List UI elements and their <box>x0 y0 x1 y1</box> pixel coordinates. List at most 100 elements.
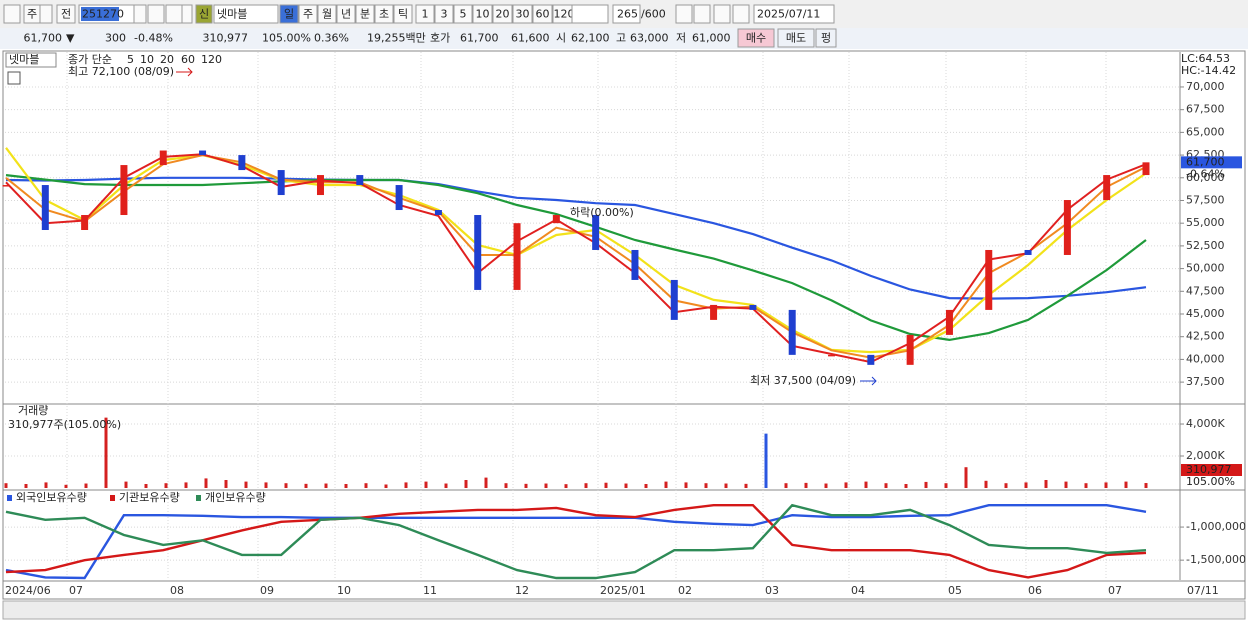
quote-volume: 310,977 <box>203 32 249 45</box>
scrollbar[interactable] <box>2 600 1246 620</box>
dropdown[interactable] <box>181 4 193 24</box>
legend-entry: 외국인보유수량 <box>16 491 87 504</box>
y-tick-label: 2,000K <box>1186 449 1225 462</box>
x-tick-label: 12 <box>515 584 529 597</box>
volume-bar <box>284 483 288 488</box>
quote-ask: 61,700 <box>460 32 499 45</box>
period-button[interactable] <box>336 4 356 24</box>
y-tick-label: 60,000 <box>1186 171 1225 184</box>
last-price-label: 61,700 <box>1186 155 1225 168</box>
menu-icon[interactable] <box>3 4 21 24</box>
volume-bar <box>184 482 188 488</box>
chart-frame <box>2 50 1246 600</box>
interval-button[interactable] <box>472 4 493 24</box>
period-button[interactable] <box>355 4 375 24</box>
tool-icon[interactable] <box>675 4 693 24</box>
interval-button[interactable] <box>512 4 533 24</box>
interval-button-label: 5 <box>460 8 467 21</box>
volume-bar <box>404 482 408 488</box>
quote-bid-ask-label: 호가 <box>430 32 450 45</box>
interval-button[interactable] <box>532 4 553 24</box>
volume-bar <box>324 483 328 488</box>
candle <box>945 309 953 335</box>
search-button[interactable] <box>147 4 165 24</box>
new-badge[interactable] <box>195 4 213 24</box>
volume-bar <box>664 481 668 488</box>
candle <box>1063 200 1071 255</box>
quote-change-rate: -0.48% <box>134 32 173 45</box>
dropdown[interactable] <box>133 4 147 24</box>
count-input[interactable] <box>612 4 641 24</box>
x-tick-label: 2025/01 <box>600 584 646 597</box>
volume-bar <box>224 480 228 488</box>
legend-entry: 개인보유수량 <box>205 491 266 504</box>
period-button[interactable] <box>393 4 413 24</box>
quote-buy-label: 매수 <box>746 32 766 45</box>
candle <box>906 334 914 365</box>
date-input[interactable] <box>753 4 835 24</box>
tool-icon[interactable] <box>732 4 750 24</box>
y-tick-label: 37,500 <box>1186 375 1225 388</box>
quote-price: 61,700 <box>24 32 63 45</box>
legend-swatch <box>110 495 115 501</box>
candle <box>2 185 10 187</box>
quote-avg-button[interactable] <box>815 28 837 48</box>
period-button[interactable] <box>279 4 299 24</box>
interval-button[interactable] <box>453 4 473 24</box>
interval-button[interactable] <box>492 4 513 24</box>
tool-icon[interactable] <box>713 4 731 24</box>
annotation-arrow <box>860 376 877 386</box>
quote-sell-button[interactable] <box>777 28 815 48</box>
series-line <box>5 176 1147 300</box>
dropdown[interactable] <box>39 4 53 24</box>
candle <box>238 155 246 171</box>
candle <box>788 309 796 355</box>
candle <box>710 304 718 320</box>
x-tick-label: 2024/06 <box>5 584 51 597</box>
volume-bar <box>1024 482 1028 488</box>
tool-icon[interactable] <box>693 4 711 24</box>
volume-bar <box>524 483 528 488</box>
quote-buy-button[interactable] <box>737 28 775 48</box>
volume-bar <box>884 483 888 488</box>
market-tab[interactable] <box>56 4 76 24</box>
legend-entry: 60 <box>181 53 195 66</box>
last-volume-label: 310,977 <box>1186 463 1232 476</box>
calendar-icon[interactable] <box>7 71 21 85</box>
candle <box>356 175 364 186</box>
interval-button[interactable] <box>434 4 454 24</box>
y-tick-label: 42,500 <box>1186 330 1225 343</box>
volume-bar <box>424 481 428 488</box>
legend-entry: 20 <box>160 53 174 66</box>
x-tick-label: 03 <box>765 584 779 597</box>
new-badge-label: 신 <box>199 8 209 21</box>
period-button-label: 틱 <box>398 8 408 21</box>
candle <box>828 354 836 357</box>
y-tick-label: 70,000 <box>1186 80 1225 93</box>
volume-bar <box>44 482 48 488</box>
volume-bar <box>204 478 208 488</box>
volume-bar <box>804 482 808 488</box>
volume-bar <box>304 483 308 488</box>
candle <box>120 165 128 216</box>
series-line <box>5 504 1147 580</box>
candle <box>1142 162 1150 176</box>
interval-button[interactable] <box>415 4 435 24</box>
volume-bar <box>464 480 468 488</box>
quote-bid: 61,600 <box>511 32 550 45</box>
sound-button[interactable] <box>165 4 183 24</box>
x-tick-label: 09 <box>260 584 274 597</box>
dropdown[interactable] <box>571 4 609 24</box>
volume-bar <box>164 483 168 488</box>
period-button[interactable] <box>374 4 394 24</box>
interval-button-label: 20 <box>496 8 510 21</box>
candle <box>277 170 285 196</box>
period-button[interactable] <box>317 4 337 24</box>
series-line <box>5 174 1147 342</box>
name-input[interactable] <box>213 4 279 24</box>
x-tick-label: 02 <box>678 584 692 597</box>
period-button[interactable] <box>298 4 318 24</box>
volume-bar <box>824 483 828 488</box>
volume-bar <box>124 481 128 488</box>
volume-bar <box>984 480 988 488</box>
